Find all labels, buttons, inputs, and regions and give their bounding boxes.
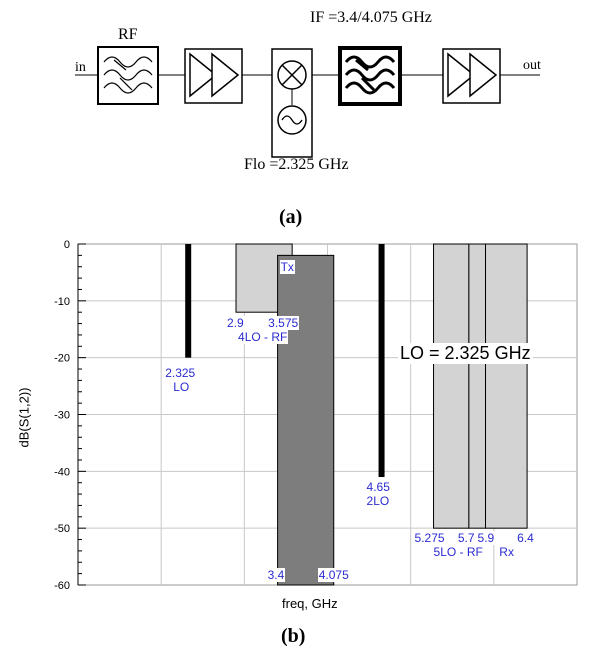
spectrum-chart: 0 -10 -20 -30 -40 -50 -60 2.325 LO 4.65 2LO 2.9 3.5… (0, 240, 595, 620)
band-edge-label: 5.9 (477, 531, 496, 545)
spike-bar (185, 244, 191, 358)
chart-plot-area: 0 -10 -20 -30 -40 -50 -60 (0, 240, 595, 620)
band-rect (469, 244, 486, 528)
band-name-label: 4LO - RF (237, 330, 288, 344)
amplifier-icon (185, 49, 242, 103)
y-tick-label: -60 (54, 580, 70, 592)
band-name-label: Rx (498, 545, 515, 559)
y-tick-label: -30 (54, 410, 70, 422)
spike-value-label: 4.65 (366, 480, 391, 494)
rf-filter-icon (98, 47, 158, 104)
amplifier-icon (443, 49, 500, 103)
y-axis-label: dB(S(1,2)) (16, 388, 31, 448)
y-tick-label: -20 (54, 353, 70, 365)
y-tick-label: -10 (54, 296, 70, 308)
band-rect (434, 244, 469, 528)
mixer-icon (272, 49, 312, 157)
band-edge-label: 5.7 (457, 531, 476, 545)
band-edge-label: 5.275 (414, 531, 446, 545)
band-name-label: Tx (280, 260, 295, 274)
rf-label: RF (118, 26, 138, 44)
if-frequency-label: IF =3.4/4.075 GHz (310, 9, 432, 27)
spike-name-label: LO (172, 380, 190, 394)
in-label: in (75, 60, 86, 76)
band-edge-label: 6.4 (516, 531, 535, 545)
spike-bar (379, 244, 385, 477)
x-axis-label: freq, GHz (282, 596, 338, 611)
out-label: out (523, 58, 541, 74)
lo-frequency-label: Flo =2.325 GHz (244, 156, 349, 174)
band-edge-label: 3.4 (267, 568, 286, 582)
lo-annotation: LO = 2.325 GHz (398, 343, 533, 364)
band-edge-label: 2.9 (226, 316, 245, 330)
caption-b: (b) (281, 625, 305, 648)
band-rect (278, 255, 334, 585)
y-tick-label: -40 (54, 466, 70, 478)
band-edge-label: 3.575 (267, 316, 299, 330)
caption-a: (a) (279, 206, 302, 229)
if-filter-icon (340, 48, 400, 104)
band-edge-label: 4.075 (318, 568, 350, 582)
spike-value-label: 2.325 (164, 366, 196, 380)
spike-name-label: 2LO (366, 494, 391, 508)
band-name-label: 5LO - RF (433, 545, 484, 559)
y-tick-label: -50 (54, 523, 70, 535)
local-oscillator-icon (278, 106, 306, 134)
y-tick-label: 0 (64, 240, 70, 251)
band-rect (486, 244, 528, 528)
